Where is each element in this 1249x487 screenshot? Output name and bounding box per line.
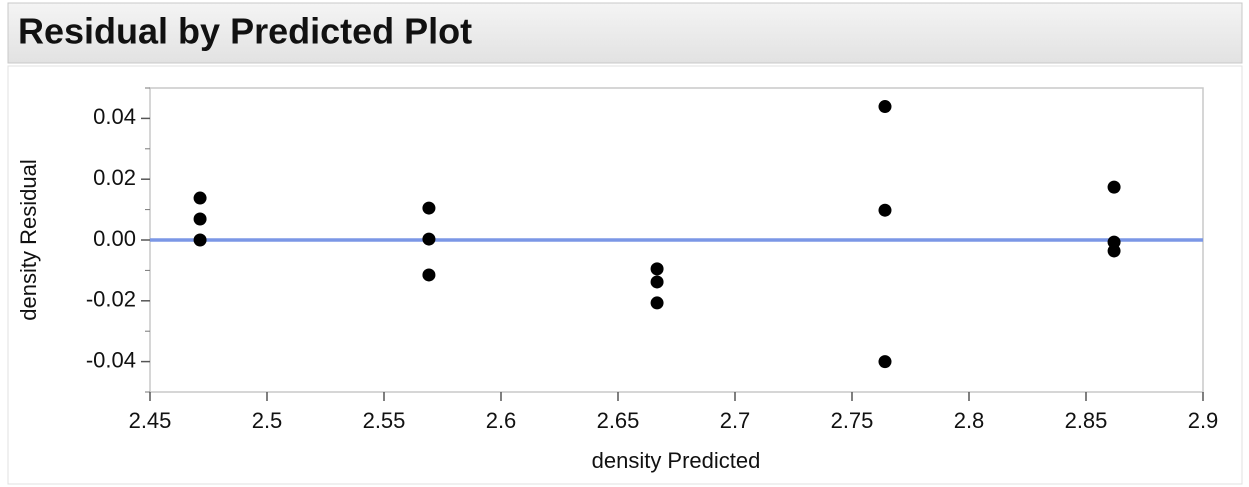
x-tick-label: 2.8 bbox=[954, 408, 985, 433]
point bbox=[193, 191, 207, 205]
point bbox=[1107, 180, 1121, 194]
x-tick-label: 2.6 bbox=[486, 408, 517, 433]
point bbox=[878, 355, 892, 369]
point bbox=[878, 100, 892, 114]
title-bar bbox=[7, 2, 1243, 64]
point bbox=[193, 212, 207, 226]
y-tick-label: -0.02 bbox=[86, 287, 136, 312]
y-axis-label: density Residual bbox=[16, 159, 41, 320]
point bbox=[422, 201, 436, 215]
frame bbox=[7, 65, 1243, 485]
point bbox=[878, 203, 892, 217]
x-tick-label: 2.85 bbox=[1065, 408, 1108, 433]
point bbox=[422, 268, 436, 282]
point bbox=[650, 275, 664, 289]
x-axis-label: density Predicted bbox=[592, 448, 761, 473]
point bbox=[193, 233, 207, 247]
x-tick-label: 2.7 bbox=[720, 408, 751, 433]
y-tick-label: -0.04 bbox=[86, 347, 136, 372]
point bbox=[650, 262, 664, 276]
point bbox=[422, 232, 436, 246]
y-tick-label: 0.04 bbox=[93, 104, 136, 129]
y-tick-label: 0.02 bbox=[93, 165, 136, 190]
x-tick-label: 2.65 bbox=[597, 408, 640, 433]
x-tick-label: 2.9 bbox=[1188, 408, 1219, 433]
x-tick-label: 2.75 bbox=[831, 408, 874, 433]
x-tick-label: 2.45 bbox=[129, 408, 172, 433]
y-tick-label: 0.00 bbox=[93, 226, 136, 251]
point bbox=[650, 296, 664, 310]
point bbox=[1107, 244, 1121, 258]
x-tick-label: 2.5 bbox=[252, 408, 283, 433]
chart-title: Residual by Predicted Plot bbox=[18, 11, 472, 52]
x-tick-label: 2.55 bbox=[363, 408, 406, 433]
